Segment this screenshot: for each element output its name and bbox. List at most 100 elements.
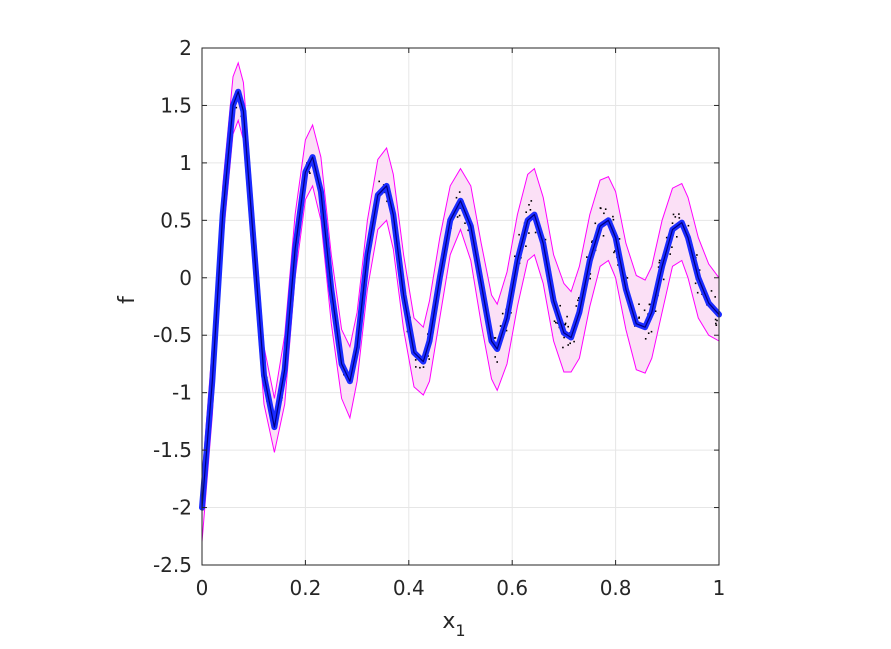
y-tick-label: 2 [179, 36, 192, 60]
sample-point [464, 222, 466, 224]
sample-point [591, 240, 594, 242]
sample-point [378, 180, 380, 183]
sample-point [602, 235, 605, 237]
sample-point [650, 330, 653, 333]
sample-point [678, 213, 680, 215]
sample-point [564, 322, 567, 325]
sample-point [422, 366, 425, 368]
sample-point [419, 366, 421, 369]
sample-point [499, 325, 502, 327]
sample-point [665, 236, 668, 239]
sample-point [458, 191, 461, 193]
sample-point [530, 200, 533, 202]
x-tick-label: 0.6 [496, 576, 528, 600]
sample-point [455, 196, 458, 199]
sample-point [638, 316, 640, 319]
sample-point [493, 337, 496, 339]
sample-point [501, 312, 504, 315]
x-tick-label: 0.2 [289, 576, 321, 600]
sample-point [564, 323, 566, 326]
sample-point [696, 291, 699, 294]
sample-point [672, 213, 675, 216]
y-tick-label: 0.5 [160, 208, 192, 232]
sample-point [676, 236, 678, 238]
y-tick-label: -1.5 [153, 438, 192, 462]
sample-point [603, 212, 605, 215]
sample-point [669, 253, 671, 255]
sample-point [573, 340, 575, 343]
mean-line-core [201, 91, 720, 508]
sample-point [599, 207, 602, 209]
sample-point [544, 238, 547, 241]
sample-point [715, 324, 718, 326]
y-tick-label: -0.5 [153, 323, 192, 347]
sample-point [575, 305, 578, 307]
sample-point [567, 344, 569, 346]
y-tick-label: 0 [179, 266, 192, 290]
sample-point [467, 229, 469, 232]
sample-point [612, 215, 614, 218]
sample-point [644, 338, 647, 340]
sample-point [714, 318, 717, 321]
sample-point [556, 322, 559, 324]
sample-point [555, 321, 557, 324]
sample-point [715, 322, 717, 325]
sample-point [589, 277, 591, 280]
sample-point [494, 337, 497, 339]
axes-box [201, 47, 720, 566]
sample-point [386, 200, 388, 203]
sample-point [678, 217, 681, 219]
sample-point [671, 222, 674, 224]
sample-point [559, 304, 561, 307]
sample-point [518, 233, 520, 236]
x-axis-label-subscript: 1 [455, 621, 465, 640]
sample-point [415, 366, 417, 368]
sample-point [638, 303, 640, 305]
sample-point [456, 216, 459, 218]
sample-point [696, 254, 698, 256]
y-tick-label: -1 [172, 381, 192, 405]
sample-point [578, 297, 580, 299]
y-tick-label: -2.5 [153, 553, 192, 577]
sample-point [525, 211, 527, 213]
sample-point [577, 299, 579, 302]
sample-point [618, 238, 621, 240]
sample-point [414, 359, 417, 361]
sample-point [654, 310, 657, 312]
sample-point [428, 358, 430, 360]
sample-point [563, 336, 565, 339]
sample-point [566, 315, 568, 318]
mean-curve [199, 88, 722, 511]
y-tick-label: 1 [179, 151, 192, 175]
axis-ticks: 0 0.2 0.4 0.6 0.8 1 -2.5 -2 -1.5 -1 -0.5 0 0.5 1 1.5 2 [153, 36, 725, 600]
sample-point [674, 216, 677, 218]
sample-point [534, 231, 537, 234]
sample-point [567, 325, 569, 328]
sample-point [687, 224, 690, 227]
sample-point [716, 319, 718, 322]
sample-point [494, 356, 496, 358]
sample-point [529, 209, 532, 211]
sample-point [528, 204, 530, 206]
sample-point [553, 320, 556, 322]
sample-point [604, 208, 607, 210]
sample-point [586, 256, 588, 258]
sample-point [612, 218, 615, 221]
sample-point [309, 172, 311, 174]
sample-point [613, 251, 615, 254]
sample-point [514, 255, 516, 258]
y-tick-label: -2 [172, 496, 192, 520]
sample-point [671, 246, 673, 248]
y-tick-label: 1.5 [160, 93, 192, 117]
sample-point [662, 278, 665, 281]
sample-point [657, 266, 660, 268]
sample-point [308, 170, 310, 173]
sample-point [694, 282, 697, 285]
sample-point [614, 250, 616, 252]
x-tick-label: 1 [713, 576, 726, 600]
sample-point [525, 245, 527, 247]
sample-point [235, 106, 238, 109]
y-axis-label: f [115, 295, 140, 304]
